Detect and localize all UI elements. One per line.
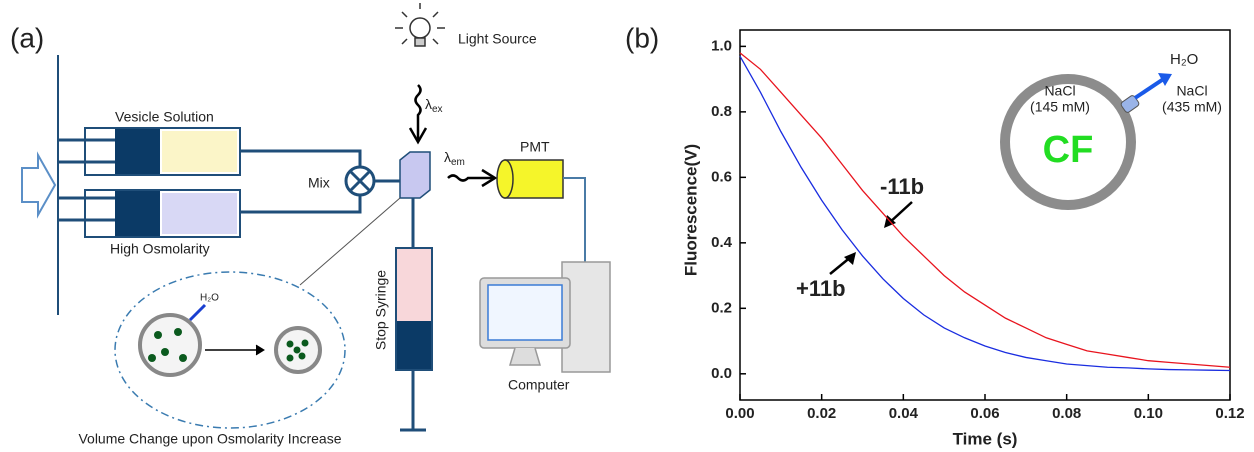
inset-label: (145 mM) xyxy=(1030,99,1090,115)
screen xyxy=(487,284,563,341)
push-arrow xyxy=(21,151,57,219)
caption: Volume Change upon Osmolarity Increase xyxy=(78,431,341,447)
label: Stop Syringe xyxy=(373,270,389,350)
subscript: em xyxy=(451,157,465,168)
piston xyxy=(115,129,160,174)
panel-label: (a) xyxy=(10,22,44,53)
x-axis-label: Time (s) xyxy=(953,429,1018,448)
pmt-body xyxy=(504,159,564,199)
series-annotation: -11b xyxy=(880,174,924,199)
excitation-path xyxy=(414,84,422,140)
cuvette xyxy=(399,151,431,199)
inset-label: (435 mM) xyxy=(1162,99,1222,115)
label: λem xyxy=(444,149,465,168)
water-arrow xyxy=(1133,76,1167,100)
y-tick-label: 0.6 xyxy=(711,168,732,185)
label: H₂O xyxy=(200,293,219,304)
y-tick-label: 0.2 xyxy=(711,299,732,316)
inset-label: NaCl xyxy=(1044,83,1075,99)
y-tick-label: 0.8 xyxy=(711,103,732,120)
x-tick-label: 0.04 xyxy=(889,405,919,422)
arrow-head xyxy=(1158,73,1172,86)
y-tick-label: 1.0 xyxy=(711,37,732,54)
vesicle-fill xyxy=(162,131,237,172)
subscript: ex xyxy=(432,104,443,115)
x-tick-label: 0.12 xyxy=(1215,405,1244,422)
cable xyxy=(563,177,586,262)
x-tick-label: 0.10 xyxy=(1134,405,1163,422)
osmolarity-fill xyxy=(162,193,237,234)
series-annotation: +11b xyxy=(796,276,846,301)
inset-label: NaCl xyxy=(1176,83,1207,99)
x-tick-label: 0.00 xyxy=(725,405,754,422)
panel-label: (b) xyxy=(625,22,659,53)
stop-rod xyxy=(400,370,426,432)
inset xyxy=(1000,73,1172,210)
y-axis-label: Fluorescence(V) xyxy=(681,144,700,276)
y-tick-label: 0.0 xyxy=(711,365,732,382)
stop-fill xyxy=(397,249,431,321)
pmt-face xyxy=(496,159,514,199)
mixer-cross xyxy=(348,169,372,193)
label: λex xyxy=(425,96,443,115)
x-tick-label: 0.06 xyxy=(970,405,999,422)
symbol: λ xyxy=(444,149,451,165)
data-line xyxy=(739,55,1231,372)
label: PMT xyxy=(520,139,550,155)
water-arrow xyxy=(188,303,207,322)
x-tick-label: 0.08 xyxy=(1052,405,1081,422)
label: Light Source xyxy=(458,31,537,47)
label: Mix xyxy=(308,175,330,191)
label: Computer xyxy=(508,377,570,393)
arrow-head xyxy=(255,344,265,356)
zoom-line xyxy=(299,197,401,286)
label: High Osmolarity xyxy=(110,241,210,257)
channel xyxy=(1120,95,1140,113)
arrow-head xyxy=(844,252,856,265)
vesicle xyxy=(138,313,202,377)
piston xyxy=(115,191,160,236)
vesicle xyxy=(1000,74,1136,210)
inset-label: H₂O xyxy=(1170,51,1198,68)
symbol: λ xyxy=(425,96,432,112)
arrow-head xyxy=(481,168,498,188)
label: Vesicle Solution xyxy=(115,109,214,125)
x-tick-label: 0.02 xyxy=(807,405,836,422)
tubing xyxy=(240,149,362,214)
inset-label: CF xyxy=(1043,129,1094,171)
data-line xyxy=(739,52,1231,368)
diagram xyxy=(21,3,611,432)
stop-piston xyxy=(397,321,431,369)
emission-path xyxy=(447,174,493,182)
y-tick-label: 0.4 xyxy=(711,234,733,251)
monitor-stand xyxy=(508,347,542,366)
arrow-head xyxy=(408,127,428,145)
zoom-ellipse xyxy=(114,271,346,429)
